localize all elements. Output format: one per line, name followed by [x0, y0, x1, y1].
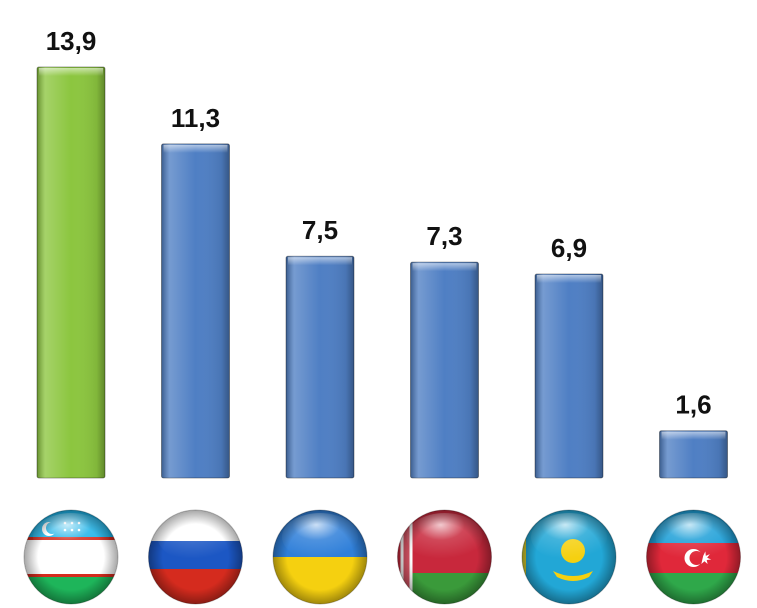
russia-flag-icon	[148, 509, 243, 605]
value-label-ukraine: 7,5	[302, 215, 338, 245]
bar-russia	[161, 143, 230, 479]
value-label-kazakhstan: 6,9	[551, 233, 587, 263]
kazakhstan-flag-icon	[521, 509, 617, 605]
value-label-belarus: 7,3	[426, 221, 462, 251]
ukraine-flag-icon	[272, 509, 368, 605]
bar-belarus	[410, 261, 479, 479]
value-label-russia: 11,3	[171, 103, 220, 133]
bar-azerbaijan	[659, 430, 728, 479]
uzbekistan-flag-icon	[23, 509, 119, 605]
bar-kazakhstan	[534, 273, 604, 479]
azerbaijan-flag-icon	[646, 509, 741, 605]
bar-uzbekistan	[36, 66, 106, 479]
value-label-azerbaijan: 1,6	[675, 390, 711, 420]
belarus-flag-icon	[397, 509, 492, 605]
value-label-uzbekistan: 13,9	[46, 26, 97, 56]
bar-ukraine	[285, 255, 355, 479]
